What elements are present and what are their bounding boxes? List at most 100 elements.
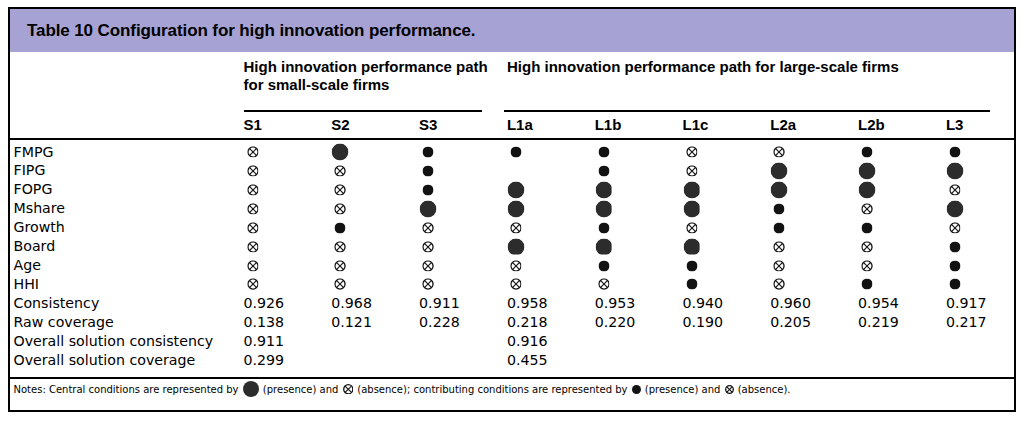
row-label: Growth — [14, 218, 65, 237]
condition-cell — [422, 279, 434, 291]
contributing-absence-icon — [510, 260, 522, 272]
central-presence-icon — [859, 162, 876, 179]
condition-cell — [598, 279, 610, 291]
condition-cell — [686, 165, 698, 177]
group-rule-large-scale — [504, 110, 990, 112]
row-label: Overall solution coverage — [14, 351, 196, 370]
row-label: FOPG — [14, 180, 53, 199]
condition-cell — [247, 260, 259, 272]
central-presence-icon — [683, 200, 700, 217]
condition-cell — [774, 146, 786, 158]
notes-symbol — [724, 384, 735, 395]
contributing-absence-icon — [247, 260, 259, 272]
table-notes: Notes: Central conditions are represente… — [14, 381, 791, 399]
table-title: Table 10 Configuration for high innovati… — [10, 21, 476, 41]
condition-cell — [946, 162, 963, 179]
condition-cell — [510, 146, 521, 157]
condition-cell — [774, 203, 785, 214]
contributing-absence-icon — [686, 222, 698, 234]
contributing-presence-icon — [423, 146, 434, 157]
column-group-header-large-scale: High innovation performance path for lar… — [507, 58, 1007, 76]
condition-cell — [423, 165, 434, 176]
contributing-absence-icon — [335, 241, 347, 253]
table-row-fipg: FIPG — [10, 161, 1014, 180]
column-header-S1: S1 — [244, 116, 262, 133]
table-row-raw-coverage: Raw coverage0.1380.1210.2280.2180.2200.1… — [10, 313, 1014, 332]
condition-cell — [683, 181, 700, 198]
contributing-absence-icon — [247, 241, 259, 253]
value-cell: 0.911 — [244, 332, 285, 351]
contributing-absence-icon — [861, 241, 873, 253]
row-label: Board — [14, 237, 56, 256]
value-cell: 0.916 — [507, 332, 548, 351]
contributing-presence-icon — [774, 203, 785, 214]
condition-cell — [771, 181, 788, 198]
contributing-presence-icon — [862, 222, 873, 233]
central-presence-icon — [507, 238, 524, 255]
contributing-absence-icon — [335, 165, 347, 177]
condition-cell — [510, 279, 522, 291]
notes-text: (absence); contributing conditions are r… — [354, 384, 631, 395]
contributing-absence-icon — [247, 165, 259, 177]
row-label: Consistency — [14, 294, 100, 313]
value-cell: 0.121 — [331, 313, 372, 332]
condition-cell — [335, 260, 347, 272]
column-header-S2: S2 — [331, 116, 349, 133]
central-presence-icon — [507, 200, 524, 217]
central-presence-icon — [771, 181, 788, 198]
table-row-fopg: FOPG — [10, 180, 1014, 199]
header-body-divider — [10, 138, 1014, 141]
contributing-absence-icon — [949, 222, 961, 234]
value-cell: 0.205 — [770, 313, 811, 332]
value-cell: 0.960 — [770, 294, 811, 313]
condition-cell — [422, 241, 434, 253]
central-presence-icon — [683, 238, 700, 255]
contributing-presence-icon — [598, 146, 609, 157]
condition-cell — [507, 181, 524, 198]
contributing-absence-icon — [510, 222, 522, 234]
row-label: Overall solution consistency — [14, 332, 214, 351]
notes-text: Notes: Central conditions are represente… — [14, 384, 242, 395]
condition-cell — [949, 241, 960, 252]
value-cell: 0.455 — [507, 351, 548, 370]
condition-cell — [335, 222, 346, 233]
condition-cell — [247, 203, 259, 215]
condition-cell — [335, 241, 347, 253]
condition-cell — [335, 279, 347, 291]
condition-cell — [247, 279, 259, 291]
condition-cell — [683, 200, 700, 217]
notes-symbol — [242, 384, 260, 395]
row-label: Age — [14, 256, 41, 275]
condition-cell — [335, 203, 347, 215]
table-row-consistency: Consistency0.9260.9680.9110.9580.9530.94… — [10, 294, 1014, 313]
value-cell: 0.138 — [244, 313, 285, 332]
contributing-absence-icon — [247, 146, 259, 158]
value-cell: 0.219 — [858, 313, 899, 332]
contributing-absence-icon — [774, 146, 786, 158]
notes-text: (absence). — [735, 384, 791, 395]
contributing-presence-icon — [774, 222, 785, 233]
contributing-absence-icon — [774, 241, 786, 253]
contributing-absence-icon — [335, 260, 347, 272]
condition-cell — [949, 184, 961, 196]
condition-cell — [861, 203, 873, 215]
condition-cell — [598, 165, 609, 176]
contributing-presence-icon — [949, 146, 960, 157]
condition-cell — [247, 241, 259, 253]
value-cell: 0.958 — [507, 294, 548, 313]
value-cell: 0.954 — [858, 294, 899, 313]
contributing-presence-icon — [949, 260, 960, 271]
column-header-L2b: L2b — [858, 116, 885, 133]
column-header-L2a: L2a — [770, 116, 796, 133]
contributing-presence-icon — [862, 146, 873, 157]
condition-cell — [423, 146, 434, 157]
contributing-presence-icon — [598, 260, 609, 271]
table-title-band: Table 10 Configuration for high innovati… — [10, 9, 1014, 52]
central-presence-icon — [243, 381, 259, 397]
value-cell: 0.190 — [683, 313, 724, 332]
condition-cell — [598, 146, 609, 157]
table-row-hhi: HHI — [10, 275, 1014, 294]
value-cell: 0.911 — [419, 294, 460, 313]
value-cell: 0.228 — [419, 313, 460, 332]
central-presence-icon — [595, 181, 612, 198]
